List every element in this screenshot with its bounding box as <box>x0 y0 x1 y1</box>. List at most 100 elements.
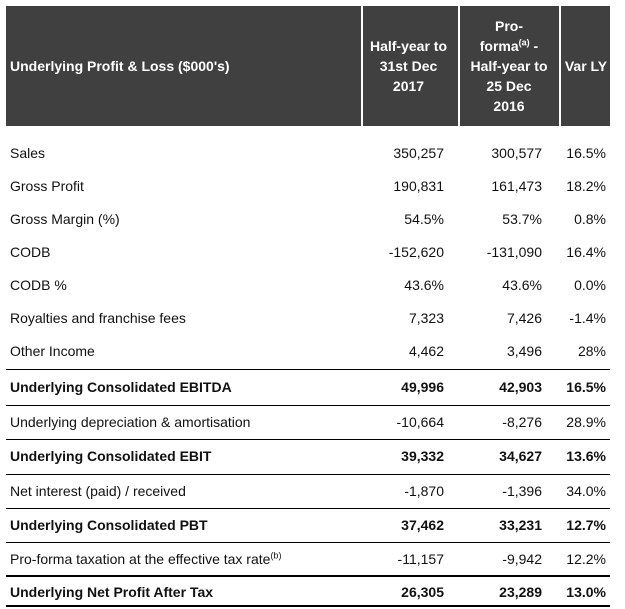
row-current-value: 43.6% <box>404 277 444 293</box>
row-divider <box>6 474 610 475</box>
row-divider <box>6 405 610 406</box>
row-label: Underlying Consolidated PBT <box>10 517 208 533</box>
row-variance-value: 28.9% <box>566 414 606 430</box>
header-proforma-period: Pro- forma(a) - Half-year to 25 Dec 2016 <box>460 6 558 126</box>
row-proforma-value: -1,396 <box>502 483 542 499</box>
header-proforma-line: Pro- <box>495 18 523 34</box>
row-variance-value: 13.6% <box>566 448 606 464</box>
row-current-value: 190,831 <box>393 178 444 194</box>
row-current-value: 37,462 <box>401 517 444 533</box>
row-label: CODB % <box>10 277 67 293</box>
row-proforma-value: 300,577 <box>491 145 542 161</box>
row-label: Underlying depreciation & amortisation <box>10 414 251 430</box>
header-current-line: 2017 <box>392 78 425 94</box>
header-label-text: Underlying Profit & Loss ($000's) <box>10 58 230 74</box>
row-variance-value: 12.7% <box>566 517 606 533</box>
row-label: Net interest (paid) / received <box>10 483 186 499</box>
table-row: Other Income 4,462 3,496 28% <box>6 335 610 368</box>
header-current-line: 31st Dec <box>379 58 438 74</box>
row-divider <box>6 369 610 370</box>
header-current-line: Half-year to <box>369 38 448 54</box>
table-row: Sales 350,257 300,577 16.5% <box>6 137 610 170</box>
row-label: Gross Margin (%) <box>10 211 120 227</box>
row-current-value: 26,305 <box>401 584 444 600</box>
row-proforma-value: 53.7% <box>502 211 542 227</box>
row-current-value: -11,157 <box>397 551 444 567</box>
row-current-value: 54.5% <box>404 211 444 227</box>
row-variance-value: 16.5% <box>566 379 606 395</box>
footnote-marker-b: (b) <box>270 550 282 561</box>
row-proforma-value: 7,426 <box>506 310 542 326</box>
header-proforma-line: 2016 <box>493 98 525 114</box>
row-current-value: 7,323 <box>408 310 444 326</box>
row-proforma-value: 43.6% <box>502 277 542 293</box>
header-proforma-line: forma(a) - <box>470 36 547 56</box>
table-row: CODB % 43.6% 43.6% 0.0% <box>6 269 610 302</box>
row-proforma-value: 23,289 <box>499 584 542 600</box>
row-divider <box>6 508 610 509</box>
row-label: Royalties and franchise fees <box>10 310 186 326</box>
row-variance-value: 12.2% <box>566 551 606 567</box>
header-current-period: Half-year to 31st Dec 2017 <box>361 6 456 126</box>
row-proforma-value: -131,090 <box>486 244 542 260</box>
row-label: Gross Profit <box>10 178 84 194</box>
row-variance-value: -1.4% <box>569 310 606 326</box>
row-divider <box>6 542 610 543</box>
row-current-value: -1,870 <box>404 483 444 499</box>
table-row: Royalties and franchise fees 7,323 7,426… <box>6 302 610 335</box>
row-current-value: -152,620 <box>388 244 444 260</box>
header-proforma-dash: - <box>529 38 539 54</box>
table-row: Net interest (paid) / received -1,870 -1… <box>6 475 610 508</box>
header-variance: Var LY <box>562 6 610 126</box>
row-label-wrap: Pro-forma taxation at the effective tax … <box>10 543 281 576</box>
footnote-marker-a: (a) <box>518 37 530 48</box>
header-variance-text: Var LY <box>564 58 608 74</box>
header-divider <box>458 6 460 126</box>
row-variance-value: 18.2% <box>566 178 606 194</box>
table-row-subtotal: Underlying Consolidated EBIT 39,332 34,6… <box>6 440 610 473</box>
row-label: CODB <box>10 244 51 260</box>
row-label: Underlying Net Profit After Tax <box>10 584 214 600</box>
row-variance-value: 13.0% <box>566 584 606 600</box>
row-proforma-value: 3,496 <box>506 343 542 359</box>
row-variance-value: 0.0% <box>574 277 606 293</box>
row-proforma-value: 33,231 <box>499 517 542 533</box>
header-divider <box>559 6 561 126</box>
row-proforma-value: 42,903 <box>499 379 542 395</box>
row-label: Underlying Consolidated EBIT <box>10 448 212 464</box>
row-proforma-value: 34,627 <box>499 448 542 464</box>
header-label: Underlying Profit & Loss ($000's) <box>6 6 361 126</box>
row-current-value: -10,664 <box>396 414 444 430</box>
table-row: Underlying depreciation & amortisation -… <box>6 406 610 439</box>
row-divider-total <box>6 575 610 577</box>
header-proforma-line: 25 Dec <box>486 78 532 94</box>
row-current-value: 39,332 <box>401 448 444 464</box>
table-row: Gross Profit 190,831 161,473 18.2% <box>6 170 610 203</box>
table-bottom-border <box>6 605 610 607</box>
row-label: Other Income <box>10 343 95 359</box>
row-current-value: 49,996 <box>401 379 444 395</box>
row-proforma-value: -8,276 <box>502 414 542 430</box>
row-label: Pro-forma taxation at the effective tax … <box>10 551 271 567</box>
header-proforma-forma: forma <box>479 38 519 54</box>
row-current-value: 350,257 <box>393 145 444 161</box>
row-variance-value: 0.8% <box>574 211 606 227</box>
table-row: CODB -152,620 -131,090 16.4% <box>6 236 610 269</box>
table-row-total: Underlying Net Profit After Tax 26,305 2… <box>6 576 610 609</box>
row-label: Sales <box>10 145 46 161</box>
table-row-subtotal: Underlying Consolidated EBITDA 49,996 42… <box>6 371 610 404</box>
header-proforma-line: Half-year to <box>470 58 548 74</box>
row-variance-value: 34.0% <box>566 483 606 499</box>
row-label: Underlying Consolidated EBITDA <box>10 379 232 395</box>
row-proforma-value: 161,473 <box>491 178 542 194</box>
row-variance-value: 28% <box>577 343 606 359</box>
table-row-subtotal: Underlying Consolidated PBT 37,462 33,23… <box>6 509 610 542</box>
row-current-value: 4,462 <box>408 343 444 359</box>
row-variance-value: 16.5% <box>566 145 606 161</box>
table-row: Gross Margin (%) 54.5% 53.7% 0.8% <box>6 203 610 236</box>
row-divider <box>6 439 610 440</box>
row-variance-value: 16.4% <box>566 244 606 260</box>
table-row: Pro-forma taxation at the effective tax … <box>6 543 610 576</box>
header-divider <box>361 6 363 126</box>
